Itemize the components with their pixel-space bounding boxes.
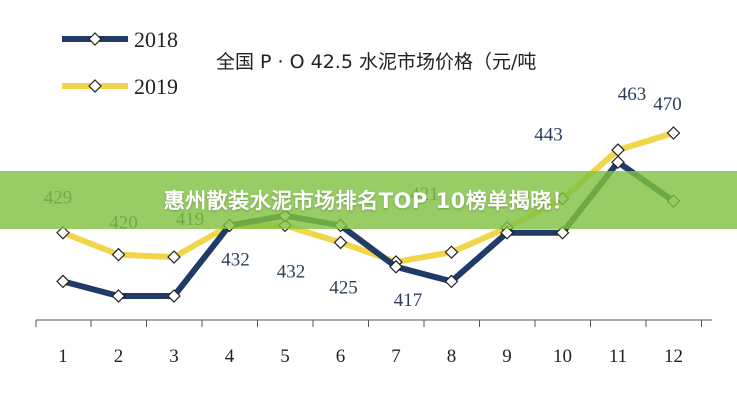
legend-label-2019: 2019 (134, 74, 178, 99)
x-tick-label: 5 (280, 346, 290, 367)
x-tick-label: 8 (447, 346, 457, 367)
data-label: 432 (221, 249, 250, 270)
x-tick-label: 4 (225, 346, 235, 367)
x-tick-label: 7 (391, 346, 401, 367)
chart-title: 全国 P · O 42.5 水泥市场价格（元/吨 (216, 51, 536, 73)
x-tick-label: 11 (609, 346, 627, 367)
x-axis-ticks: 1 2 3 4 5 6 7 8 9 10 11 12 (35, 320, 702, 367)
banner-text: 惠州散装水泥市场排名TOP 10榜单揭晓！ (163, 189, 574, 213)
series-marker-2018 (111, 289, 126, 303)
legend-marker-2019 (88, 79, 102, 93)
x-tick-label: 3 (169, 346, 179, 367)
data-label: 463 (618, 84, 647, 105)
series-marker-2018 (56, 274, 70, 289)
x-tick-label: 9 (502, 346, 512, 367)
series-marker-2018 (167, 289, 181, 303)
headline-banner: 惠州散装水泥市场排名TOP 10榜单揭晓！ (0, 171, 737, 229)
legend-label-2018: 2018 (134, 27, 178, 52)
series-marker-2019 (333, 235, 348, 250)
x-tick-label: 1 (58, 346, 68, 367)
series-marker-2019 (444, 245, 459, 260)
x-tick-label: 12 (664, 346, 683, 367)
legend-marker-2018 (88, 32, 102, 46)
x-tick-label: 6 (336, 346, 346, 367)
series-marker-2019 (56, 225, 70, 240)
data-label: 432 (277, 261, 306, 282)
series-marker-2018 (444, 274, 459, 289)
data-label: 443 (534, 125, 563, 146)
series-marker-2019 (167, 250, 181, 264)
series-marker-2018 (389, 259, 403, 274)
x-tick-label: 10 (553, 346, 572, 367)
data-label: 425 (329, 277, 358, 298)
series-marker-2019 (111, 247, 126, 262)
series-marker-2018 (555, 225, 570, 240)
data-label: 417 (394, 290, 423, 311)
series-marker-2018 (611, 155, 625, 170)
data-label: 470 (653, 94, 682, 115)
series-marker-2019 (666, 126, 681, 140)
x-tick-label: 2 (114, 346, 124, 367)
series-marker-2018 (500, 225, 514, 240)
legend: 2018 2019 (62, 27, 178, 99)
